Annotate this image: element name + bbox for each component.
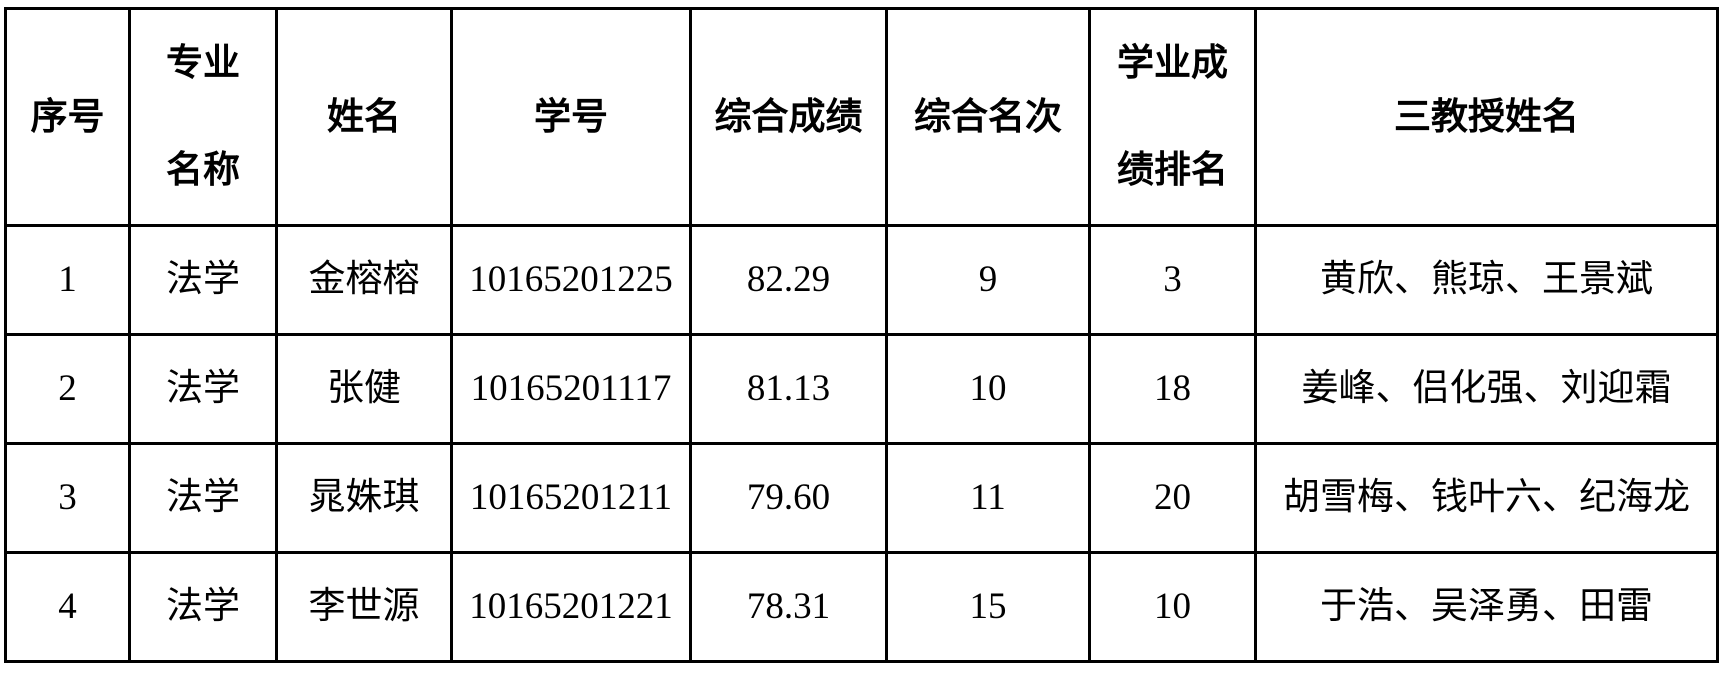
table-row: 4 法学 李世源 10165201221 78.31 15 10 于浩、吴泽勇、…	[4, 551, 1719, 663]
cell-professors: 姜峰、侣化强、刘迎霜	[1254, 333, 1719, 445]
cell-rank: 15	[885, 551, 1091, 663]
cell-professors: 于浩、吴泽勇、田雷	[1254, 551, 1719, 663]
cell-score: 81.13	[689, 333, 888, 445]
cell-index: 3	[4, 442, 131, 554]
cell-name: 晁姝琪	[275, 442, 453, 554]
col-header-professors: 三教授姓名	[1254, 7, 1719, 227]
cell-student-id: 10165201117	[450, 333, 692, 445]
cell-student-id: 10165201211	[450, 442, 692, 554]
col-header-student-id: 学号	[450, 7, 692, 227]
cell-score: 79.60	[689, 442, 888, 554]
cell-index: 1	[4, 224, 131, 336]
cell-name: 金榕榕	[275, 224, 453, 336]
table-header-row: 序号 专业 名称 姓名 学号 综合成绩 综合名次 学业成 绩排名 三教授姓名	[4, 7, 1719, 227]
cell-major: 法学	[128, 442, 278, 554]
col-header-major: 专业 名称	[128, 7, 278, 227]
col-header-academic-rank: 学业成 绩排名	[1088, 7, 1257, 227]
cell-rank: 9	[885, 224, 1091, 336]
cell-major: 法学	[128, 333, 278, 445]
cell-academic-rank: 3	[1088, 224, 1257, 336]
col-header-rank: 综合名次	[885, 7, 1091, 227]
cell-academic-rank: 10	[1088, 551, 1257, 663]
cell-name: 李世源	[275, 551, 453, 663]
cell-index: 4	[4, 551, 131, 663]
col-header-score: 综合成绩	[689, 7, 888, 227]
cell-score: 82.29	[689, 224, 888, 336]
cell-score: 78.31	[689, 551, 888, 663]
ranking-table: 序号 专业 名称 姓名 学号 综合成绩 综合名次 学业成 绩排名 三教授姓名 1…	[4, 7, 1719, 663]
table-row: 3 法学 晁姝琪 10165201211 79.60 11 20 胡雪梅、钱叶六…	[4, 442, 1719, 554]
col-header-index: 序号	[4, 7, 131, 227]
cell-academic-rank: 20	[1088, 442, 1257, 554]
cell-index: 2	[4, 333, 131, 445]
cell-rank: 11	[885, 442, 1091, 554]
cell-major: 法学	[128, 224, 278, 336]
cell-rank: 10	[885, 333, 1091, 445]
table-row: 1 法学 金榕榕 10165201225 82.29 9 3 黄欣、熊琼、王景斌	[4, 224, 1719, 336]
col-header-name: 姓名	[275, 7, 453, 227]
table-row: 2 法学 张健 10165201117 81.13 10 18 姜峰、侣化强、刘…	[4, 333, 1719, 445]
cell-student-id: 10165201225	[450, 224, 692, 336]
cell-name: 张健	[275, 333, 453, 445]
cell-student-id: 10165201221	[450, 551, 692, 663]
cell-professors: 胡雪梅、钱叶六、纪海龙	[1254, 442, 1719, 554]
cell-professors: 黄欣、熊琼、王景斌	[1254, 224, 1719, 336]
cell-academic-rank: 18	[1088, 333, 1257, 445]
cell-major: 法学	[128, 551, 278, 663]
